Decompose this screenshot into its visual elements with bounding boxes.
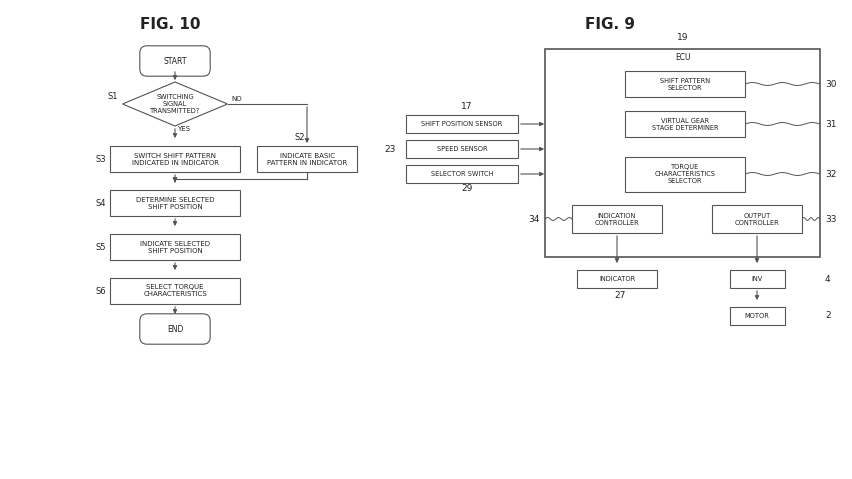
Text: SWITCHING
SIGNAL
TRANSMITTED?: SWITCHING SIGNAL TRANSMITTED? [150, 94, 200, 114]
Text: S3: S3 [95, 155, 106, 163]
Text: END: END [167, 324, 183, 333]
FancyBboxPatch shape [110, 234, 240, 260]
Text: SHIFT POSITION SENSOR: SHIFT POSITION SENSOR [421, 121, 503, 127]
Text: INDICATION
CONTROLLER: INDICATION CONTROLLER [595, 213, 639, 226]
Text: DETERMINE SELECTED
SHIFT POSITION: DETERMINE SELECTED SHIFT POSITION [135, 196, 214, 209]
Text: 4: 4 [825, 274, 831, 284]
Text: VIRTUAL GEAR
STAGE DETERMINER: VIRTUAL GEAR STAGE DETERMINER [652, 117, 718, 130]
Text: INDICATE SELECTED
SHIFT POSITION: INDICATE SELECTED SHIFT POSITION [140, 240, 210, 253]
Text: TORQUE
CHARACTERISTICS
SELECTOR: TORQUE CHARACTERISTICS SELECTOR [654, 164, 716, 184]
Text: FIG. 9: FIG. 9 [585, 17, 635, 32]
Text: S5: S5 [95, 242, 106, 251]
FancyBboxPatch shape [545, 49, 820, 257]
FancyBboxPatch shape [110, 146, 240, 172]
Text: 29: 29 [461, 184, 473, 193]
Text: OUTPUT
CONTROLLER: OUTPUT CONTROLLER [734, 213, 780, 226]
Text: S4: S4 [95, 198, 106, 207]
Text: 32: 32 [825, 170, 837, 179]
FancyBboxPatch shape [406, 140, 518, 158]
Text: S6: S6 [95, 286, 106, 296]
FancyBboxPatch shape [110, 190, 240, 216]
FancyBboxPatch shape [406, 165, 518, 183]
FancyBboxPatch shape [406, 115, 518, 133]
Text: 33: 33 [825, 215, 837, 224]
Text: YES: YES [177, 126, 190, 132]
Text: MOTOR: MOTOR [745, 313, 769, 319]
FancyBboxPatch shape [572, 205, 662, 233]
Polygon shape [123, 82, 227, 126]
Text: SELECT TORQUE
CHARACTERISTICS: SELECT TORQUE CHARACTERISTICS [143, 285, 207, 297]
FancyBboxPatch shape [140, 46, 210, 76]
Text: START: START [164, 57, 187, 66]
Text: SPEED SENSOR: SPEED SENSOR [437, 146, 487, 152]
Text: INDICATOR: INDICATOR [599, 276, 635, 282]
Text: INV: INV [751, 276, 763, 282]
Text: 30: 30 [825, 80, 837, 89]
Text: INDICATE BASIC
PATTERN IN INDICATOR: INDICATE BASIC PATTERN IN INDICATOR [267, 152, 347, 166]
Text: S1: S1 [108, 91, 118, 101]
FancyBboxPatch shape [729, 270, 785, 288]
Text: 19: 19 [676, 33, 688, 42]
FancyBboxPatch shape [257, 146, 357, 172]
Text: 2: 2 [825, 311, 831, 320]
Text: 23: 23 [384, 145, 396, 153]
FancyBboxPatch shape [110, 278, 240, 304]
FancyBboxPatch shape [625, 111, 745, 137]
FancyBboxPatch shape [625, 157, 745, 192]
Text: 27: 27 [614, 291, 625, 300]
Text: SWITCH SHIFT PATTERN
INDICATED IN INDICATOR: SWITCH SHIFT PATTERN INDICATED IN INDICA… [131, 152, 218, 166]
Text: SELECTOR SWITCH: SELECTOR SWITCH [431, 171, 493, 177]
Text: NO: NO [232, 96, 242, 102]
FancyBboxPatch shape [712, 205, 802, 233]
Text: 34: 34 [528, 215, 540, 224]
FancyBboxPatch shape [625, 71, 745, 97]
Text: 31: 31 [825, 119, 837, 128]
FancyBboxPatch shape [729, 307, 785, 325]
FancyBboxPatch shape [140, 314, 210, 344]
Text: S2: S2 [295, 133, 305, 142]
FancyBboxPatch shape [577, 270, 657, 288]
Text: ECU: ECU [675, 53, 690, 61]
Text: 17: 17 [461, 102, 473, 111]
Text: SHIFT PATTERN
SELECTOR: SHIFT PATTERN SELECTOR [660, 78, 710, 91]
Text: FIG. 10: FIG. 10 [140, 17, 200, 32]
